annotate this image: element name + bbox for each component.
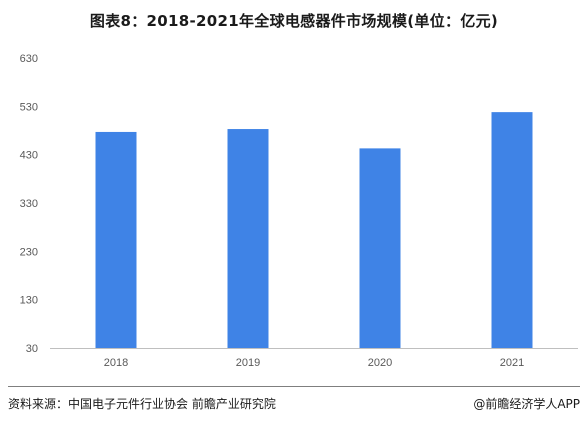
y-tick-label: 630: [20, 53, 38, 65]
brand-label: @前瞻经济学人APP: [473, 397, 580, 411]
x-tick-label: 2020: [368, 357, 392, 369]
y-tick-label: 330: [20, 198, 38, 210]
bar-2020: [359, 148, 401, 348]
bar-2018: [95, 131, 137, 348]
source-note: 资料来源：中国电子元件行业协会 前瞻产业研究院: [8, 397, 276, 411]
chart-title: 图表8：2018-2021年全球电感器件市场规模(单位：亿元): [89, 12, 499, 30]
y-tick-label: 430: [20, 150, 38, 162]
y-tick-label: 230: [20, 246, 38, 258]
x-tick-label: 2019: [236, 357, 260, 369]
bar-2019: [227, 129, 269, 348]
x-tick-label: 2018: [104, 357, 128, 369]
x-tick-label: 2021: [500, 357, 524, 369]
y-tick-label: 530: [20, 101, 38, 113]
bar-2021: [491, 112, 533, 348]
y-tick-label: 130: [20, 295, 38, 307]
footer-divider: [8, 386, 580, 387]
y-tick-label: 30: [26, 343, 38, 355]
